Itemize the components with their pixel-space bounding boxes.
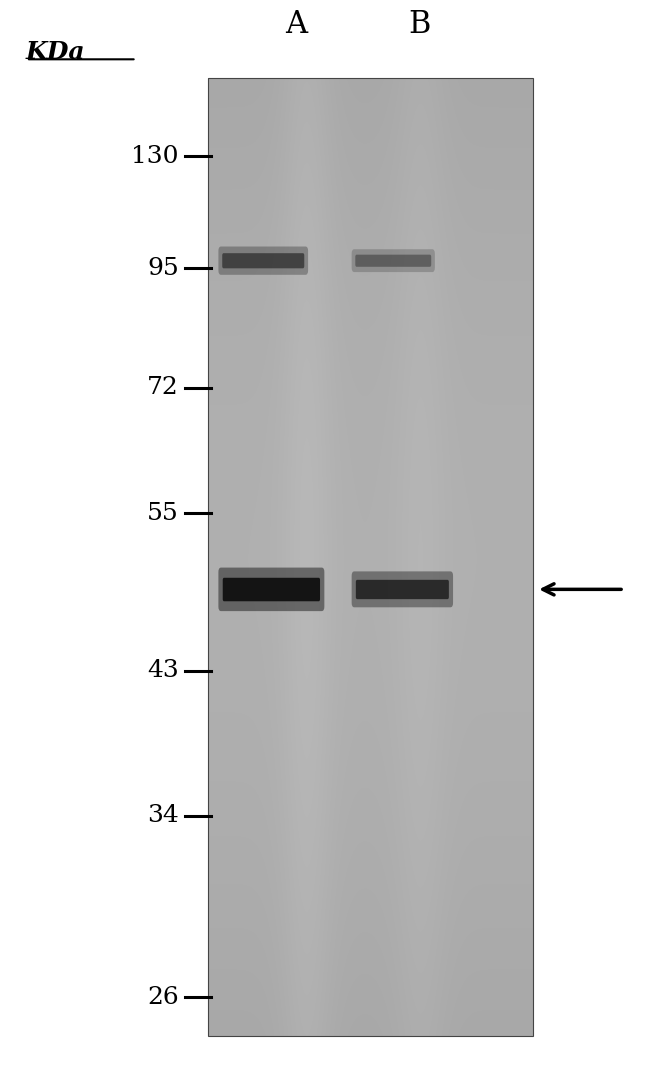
Text: 72: 72	[147, 376, 179, 400]
FancyBboxPatch shape	[356, 580, 449, 600]
Text: 43: 43	[147, 659, 179, 682]
Text: 130: 130	[131, 145, 179, 168]
Text: KDa: KDa	[26, 39, 86, 63]
Text: B: B	[408, 9, 430, 39]
FancyBboxPatch shape	[218, 568, 324, 611]
FancyBboxPatch shape	[218, 246, 308, 275]
Bar	[208, 77, 533, 1036]
FancyBboxPatch shape	[223, 578, 320, 602]
FancyBboxPatch shape	[352, 250, 435, 272]
FancyBboxPatch shape	[356, 255, 431, 267]
FancyBboxPatch shape	[222, 253, 304, 268]
Text: 34: 34	[147, 804, 179, 827]
Text: 26: 26	[147, 986, 179, 1009]
Text: 95: 95	[147, 257, 179, 280]
Text: 55: 55	[147, 501, 179, 524]
FancyBboxPatch shape	[352, 571, 453, 607]
Text: A: A	[285, 9, 307, 39]
